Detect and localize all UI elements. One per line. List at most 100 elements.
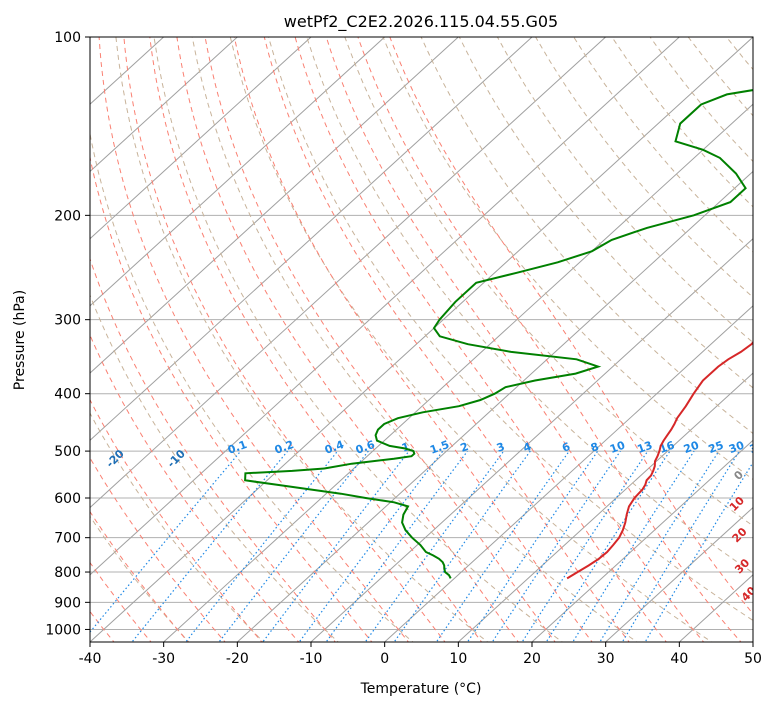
mixing-ratio-label: 1 — [400, 440, 412, 455]
isotherm-line — [162, 103, 753, 642]
x-tick-label: -30 — [152, 651, 175, 667]
mixing-ratio-label: 30 — [727, 439, 746, 457]
moist-adiabat-line — [325, 37, 705, 642]
mixing-ratio-label: 8 — [589, 440, 601, 455]
dry-adiabat-line — [90, 412, 265, 642]
mixing-ratio-line — [131, 450, 289, 642]
dry-adiabat-line — [90, 515, 190, 642]
isotherm-line — [90, 37, 312, 240]
y-tick-label: 700 — [54, 531, 81, 547]
moist-adiabat-line — [357, 37, 742, 642]
mixing-ratio-line — [621, 450, 740, 642]
isotherm-line — [383, 305, 753, 642]
profile-series — [244, 89, 753, 580]
moist-adiabat-line — [90, 257, 336, 642]
x-axis-ticks: -40 -30 -20 -10 0 10 20 30 40 50 — [79, 642, 762, 667]
mixing-ratio-line — [599, 450, 720, 642]
mixing-ratio-label: 20 — [682, 439, 701, 457]
isotherm-line — [90, 37, 681, 576]
dry-adiabat-line — [420, 37, 753, 435]
x-tick-label: 40 — [670, 651, 688, 667]
mixing-ratio-line — [325, 450, 468, 642]
mixing-ratio-label: 0.6 — [354, 438, 377, 457]
x-tick-label: -10 — [300, 651, 323, 667]
y-axis-ticks: 100 200 300 400 500 600 700 800 900 1000 — [45, 30, 90, 638]
y-tick-label: 100 — [54, 30, 81, 46]
mixing-ratio-label: 25 — [707, 439, 726, 456]
mixing-ratio-line — [466, 450, 599, 642]
moist-adiabat-line — [233, 37, 593, 642]
temperature-profile-line — [566, 340, 753, 580]
y-tick-label: 500 — [54, 444, 81, 460]
x-tick-label: 30 — [597, 651, 615, 667]
chart-title: wetPf2_C2E2.2026.115.04.55.G05 — [284, 12, 558, 32]
isotherm-line — [90, 37, 607, 509]
dry-adiabat-line — [229, 37, 713, 642]
plot-frame — [89, 36, 754, 643]
dry-adiabat-line — [90, 293, 339, 642]
x-tick-label: 20 — [523, 651, 541, 667]
dewpoint-profile-line — [244, 89, 753, 579]
mixing-ratio-label: 10 — [608, 439, 627, 457]
isotherm-isobar-grid — [90, 37, 753, 642]
y-axis-label: Pressure (hPa) — [12, 290, 28, 390]
mixing-ratio-label: 1.5 — [428, 438, 451, 457]
moist-adiabat-line — [90, 398, 263, 642]
dry-adiabat-line — [535, 37, 753, 298]
moist-adiabat-line — [90, 333, 300, 642]
moist-adiabat-line — [90, 456, 226, 642]
x-tick-label: 10 — [449, 651, 467, 667]
mixing-ratio-line — [435, 450, 570, 642]
mixing-ratio-label: 0.4 — [323, 438, 346, 457]
dry-adiabat-line — [306, 37, 753, 574]
dry-adiabat-line — [153, 37, 564, 642]
moist-adiabat-line — [149, 37, 483, 642]
mixing-ratio-line — [185, 450, 339, 642]
x-tick-label: 0 — [380, 651, 389, 667]
isotherm-line — [90, 37, 460, 374]
y-tick-label: 1000 — [45, 622, 81, 638]
mixing-ratio-line — [521, 450, 649, 642]
x-axis-label: Temperature (°C) — [360, 681, 482, 697]
isotherm-line — [310, 237, 753, 642]
y-tick-label: 900 — [54, 595, 81, 611]
mixing-ratio-label: 3 — [495, 440, 507, 455]
mixing-ratio-line — [545, 450, 671, 642]
mixing-ratio-line — [572, 450, 695, 642]
dry-adiabat-line — [765, 37, 775, 644]
isotherm-line — [236, 170, 753, 642]
x-tick-label: -20 — [226, 651, 249, 667]
mixing-ratio-line — [491, 450, 621, 642]
dry-adiabat-line — [90, 131, 414, 642]
isotherm-line — [90, 37, 386, 307]
mixing-ratio-label: 36 — [748, 439, 767, 457]
skewt-line-labels: 0.10.20.40.611.52346810131620253036-100-… — [0, 438, 767, 604]
mixing-ratio-line — [218, 450, 369, 642]
mixing-ratio-label: 0.1 — [226, 438, 249, 457]
mixing-ratio-label: 0.2 — [273, 438, 296, 457]
mixing-ratio-line — [364, 450, 505, 642]
y-tick-label: 800 — [54, 565, 81, 581]
y-tick-label: 300 — [54, 313, 81, 329]
moist-adiabat-line — [204, 37, 556, 642]
mixing-ratio-label: 2 — [459, 440, 471, 455]
isotherm-line — [604, 506, 753, 642]
dry-adiabat-line — [191, 37, 638, 642]
y-tick-label: 600 — [54, 491, 81, 507]
mixing-ratio-label: 13 — [635, 439, 654, 456]
y-tick-label: 200 — [54, 208, 81, 224]
isotherm-line — [90, 37, 239, 173]
moist-adiabat-line — [176, 37, 519, 642]
dry-adiabat-line — [268, 37, 753, 622]
isotherm-line — [90, 37, 533, 441]
dry-adiabat-line — [458, 37, 753, 389]
x-tick-label: -40 — [79, 651, 102, 667]
isotherm-line — [90, 37, 753, 642]
isotherm-line — [752, 641, 753, 642]
dry-adiabat-label: -40 — [0, 447, 5, 470]
x-tick-label: 50 — [744, 651, 762, 667]
y-tick-label: 400 — [54, 387, 81, 403]
moist-adiabat-line — [263, 37, 630, 642]
mixing-ratio-line — [393, 450, 531, 642]
